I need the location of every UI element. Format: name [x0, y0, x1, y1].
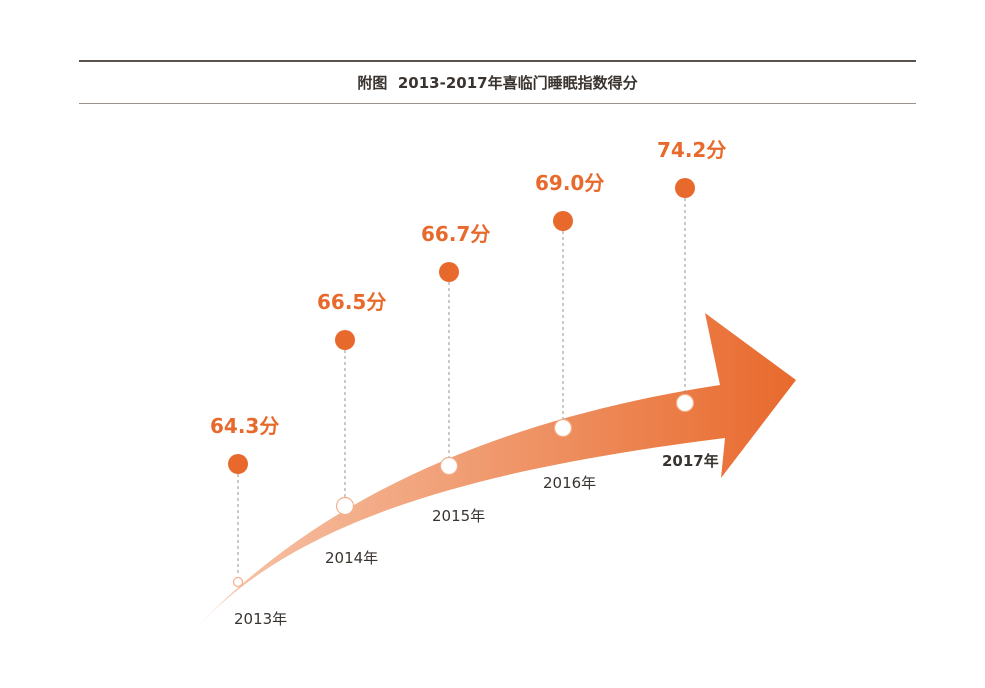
chart-title: 附图 2013-2017年喜临门睡眠指数得分	[357, 74, 638, 92]
data-point	[675, 178, 695, 198]
arrow-marker	[335, 496, 355, 516]
arrow-marker	[439, 456, 459, 476]
value-label: 69.0分	[535, 171, 604, 195]
arrow-marker	[675, 393, 695, 413]
trend-arrow	[200, 313, 796, 624]
year-label: 2014年	[325, 549, 378, 567]
year-label: 2017年	[662, 452, 719, 470]
data-point	[335, 330, 355, 350]
year-label: 2015年	[432, 507, 485, 525]
arrow-marker	[553, 418, 573, 438]
year-label: 2016年	[543, 474, 596, 492]
title-bottom-rule	[79, 103, 916, 104]
data-point	[553, 211, 573, 231]
year-label: 2013年	[234, 610, 287, 628]
value-label: 64.3分	[210, 414, 279, 438]
arrow-marker	[232, 576, 244, 588]
value-label: 66.7分	[421, 222, 490, 246]
value-label: 66.5分	[317, 290, 386, 314]
data-point	[439, 262, 459, 282]
title-top-rule	[79, 60, 916, 62]
data-point	[228, 454, 248, 474]
value-label: 74.2分	[657, 138, 726, 162]
